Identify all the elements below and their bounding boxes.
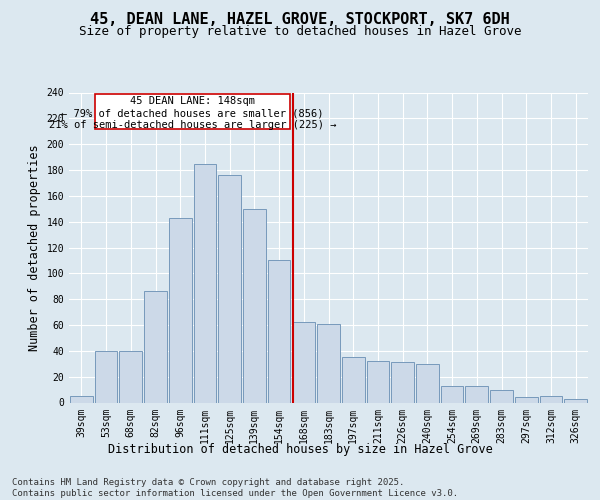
Bar (268, 260, 290, 402)
Bar (119, 351, 142, 403)
Bar (317, 324, 340, 402)
Bar (144, 292, 167, 403)
Bar (416, 364, 439, 403)
Bar (490, 390, 513, 402)
Text: Distribution of detached houses by size in Hazel Grove: Distribution of detached houses by size … (107, 442, 493, 456)
Bar (539, 396, 562, 402)
Bar (292, 322, 315, 402)
Text: 45, DEAN LANE, HAZEL GROVE, STOCKPORT, SK7 6DH: 45, DEAN LANE, HAZEL GROVE, STOCKPORT, S… (90, 12, 510, 28)
Text: 45 DEAN LANE: 148sqm: 45 DEAN LANE: 148sqm (130, 96, 255, 106)
Bar (391, 362, 414, 403)
Text: Size of property relative to detached houses in Hazel Grove: Size of property relative to detached ho… (79, 25, 521, 38)
Bar (367, 361, 389, 403)
Text: Contains HM Land Registry data © Crown copyright and database right 2025.
Contai: Contains HM Land Registry data © Crown c… (12, 478, 458, 498)
Bar (342, 358, 365, 403)
Bar (515, 398, 538, 402)
Bar (243, 209, 266, 402)
Bar (564, 398, 587, 402)
Text: 21% of semi-detached houses are larger (225) →: 21% of semi-detached houses are larger (… (49, 120, 337, 130)
Bar (169, 218, 191, 402)
Bar (95, 94, 290, 128)
Bar (466, 386, 488, 402)
Y-axis label: Number of detached properties: Number of detached properties (28, 144, 41, 351)
Bar (95, 351, 118, 403)
Bar (194, 164, 216, 402)
Text: ← 79% of detached houses are smaller (856): ← 79% of detached houses are smaller (85… (61, 108, 324, 118)
Bar (70, 396, 93, 402)
Bar (441, 386, 463, 402)
Bar (218, 175, 241, 402)
